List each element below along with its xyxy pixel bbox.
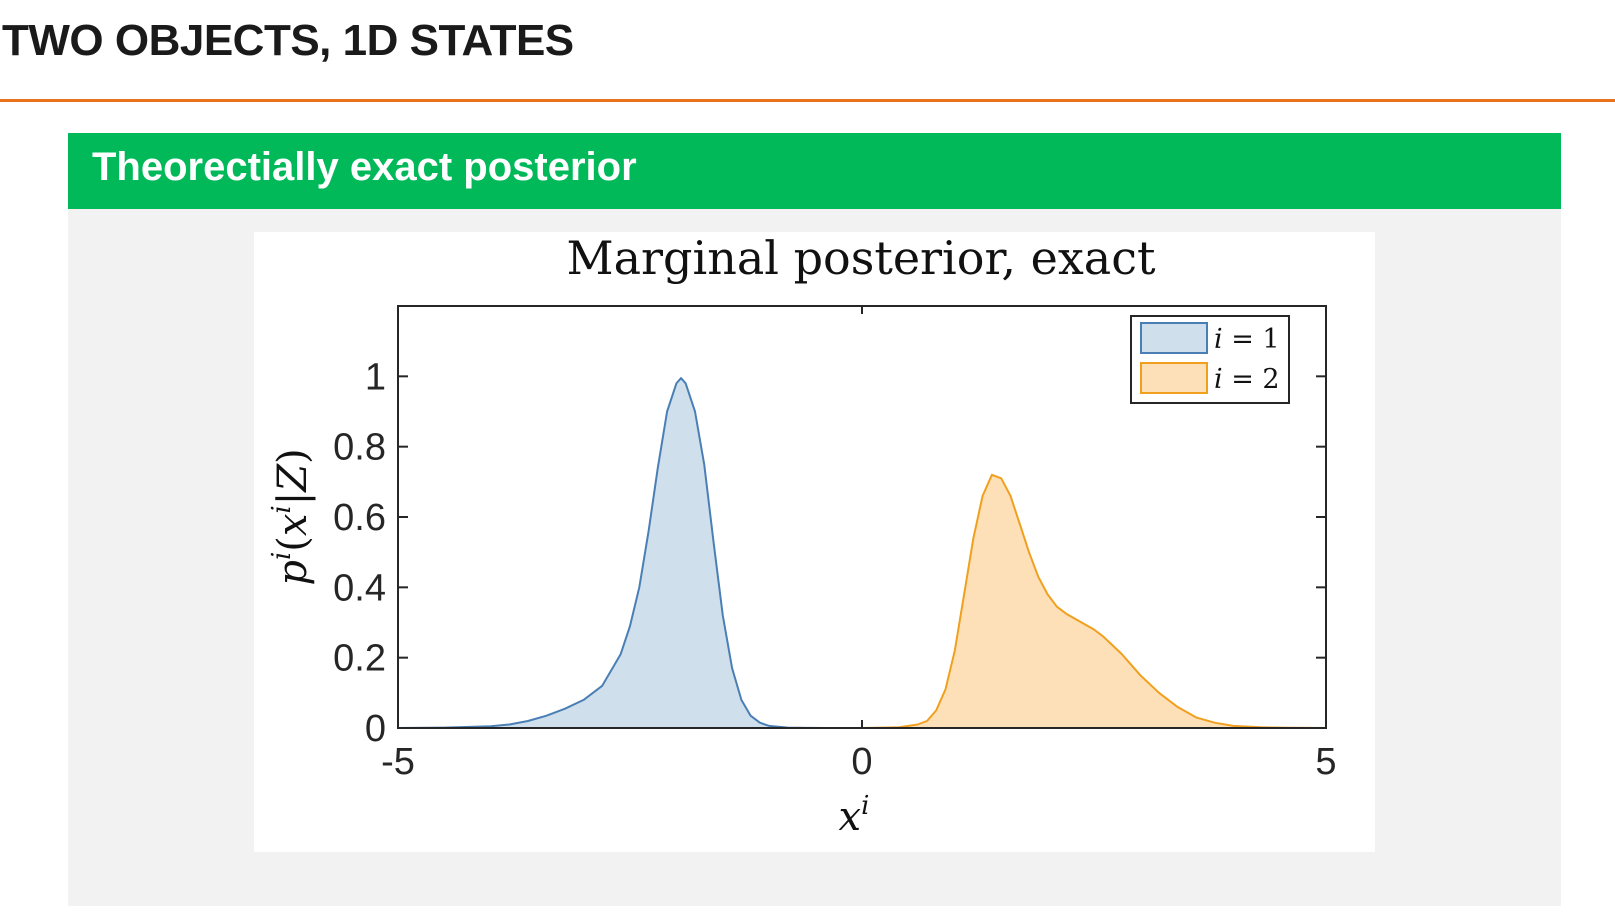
y-tick-label: 1	[365, 356, 386, 398]
posterior-chart: -5 0 500.20.40.60.81 Marginal posterior, e…	[267, 232, 1337, 840]
plot-frame	[397, 305, 1327, 729]
content-block: Theorectially exact posterior -5 0 5 0 0.2 0.…	[68, 133, 1561, 906]
y-tick-label: 0.2	[333, 638, 386, 680]
chart-title: Marginal posterior, exact	[567, 232, 1156, 285]
chart-figure: -5 0 5 0 0.2 0.4 0.6 0.8 1 Marginal posterior, e…	[254, 232, 1375, 852]
x-axis-label: xi	[839, 791, 870, 840]
title-divider	[0, 99, 1615, 102]
series-line-1	[397, 377, 1326, 729]
x-tick-label: 0	[851, 741, 872, 783]
series-line-2	[398, 473, 1327, 729]
legend-swatch-i1	[1140, 322, 1208, 354]
slide-title: TWO OBJECTS, 1D STATES	[2, 16, 574, 65]
y-tick-label: 0.6	[333, 497, 386, 539]
y-tick-label: 0	[365, 708, 386, 750]
block-header: Theorectially exact posterior	[68, 133, 1561, 209]
series-area-1	[398, 378, 1326, 728]
chart-legend: i = 1 i = 2	[1130, 315, 1290, 404]
block-title: Theorectially exact posterior	[92, 145, 637, 189]
series-area-2	[398, 474, 1326, 728]
y-axis-label: pi(xi|Z)	[267, 448, 316, 585]
y-tick-label: 0.4	[333, 567, 386, 609]
x-tick-label: 5	[1315, 741, 1336, 783]
y-tick-label: 0.8	[333, 427, 386, 469]
x-tick-label: -5	[381, 741, 415, 783]
legend-swatch-i2	[1140, 362, 1208, 394]
legend-label-i1: i = 1	[1214, 324, 1280, 355]
legend-label-i2: i = 2	[1214, 364, 1280, 395]
